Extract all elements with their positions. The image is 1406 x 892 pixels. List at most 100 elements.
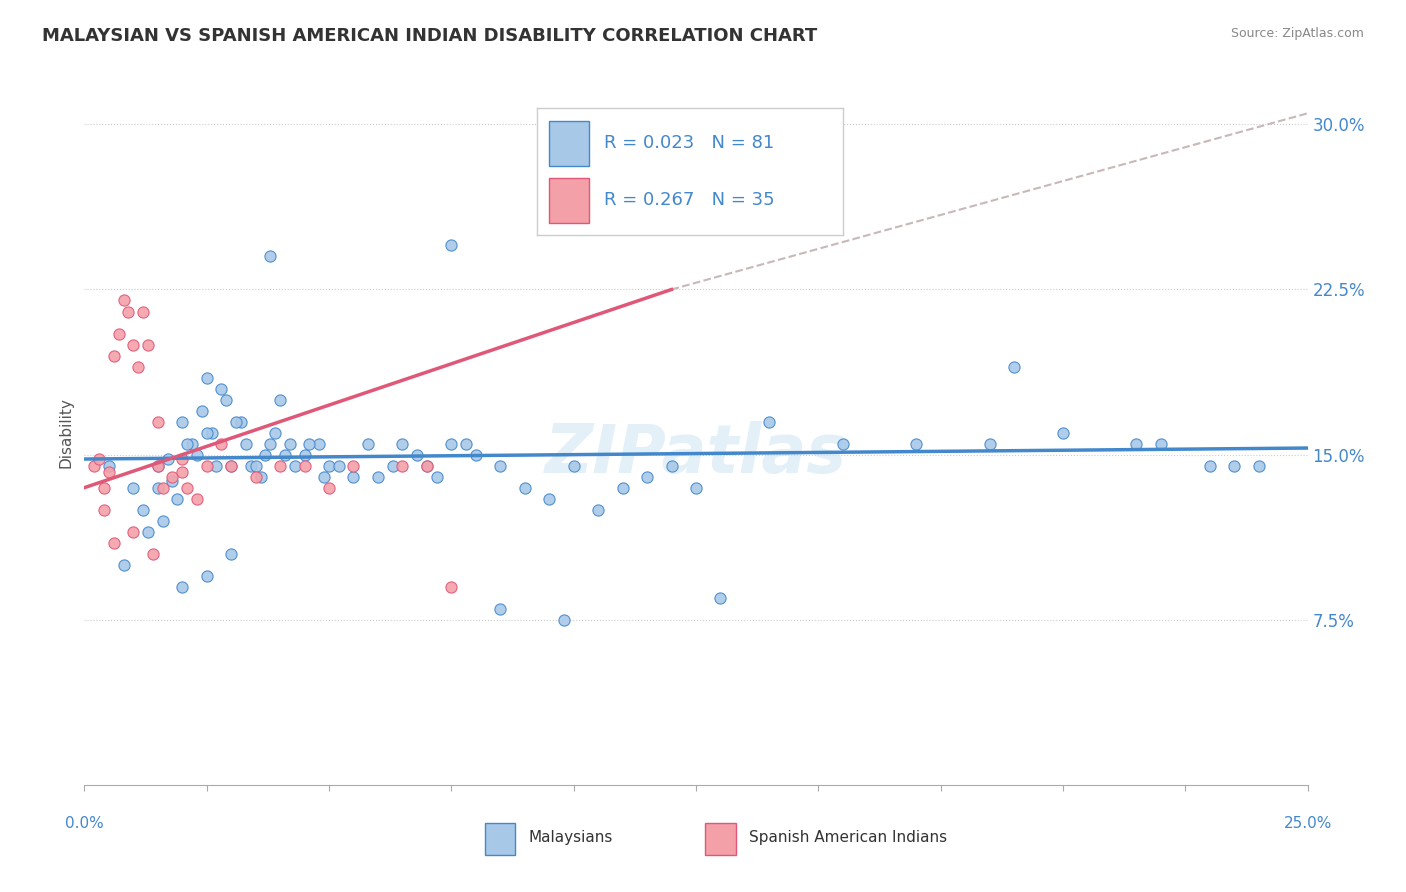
Point (209, 436, 232, 450)
Point (440, 580, 463, 594)
Text: MALAYSIAN VS SPANISH AMERICAN INDIAN DISABILITY CORRELATION CHART: MALAYSIAN VS SPANISH AMERICAN INDIAN DIS… (42, 27, 817, 45)
Point (562, 458, 585, 473)
Point (269, 392, 291, 407)
Point (122, 481, 145, 495)
Point (314, 469, 336, 483)
Point (553, 613, 575, 627)
Point (308, 436, 330, 450)
Point (391, 458, 413, 473)
Point (406, 448, 429, 462)
Point (1052, 425, 1074, 440)
Point (229, 415, 252, 429)
Point (294, 458, 316, 473)
Point (391, 436, 413, 450)
Point (661, 458, 683, 473)
Point (127, 359, 149, 374)
Point (146, 458, 169, 473)
Point (259, 436, 281, 450)
Point (225, 415, 247, 429)
Point (191, 403, 214, 417)
Point (685, 481, 707, 495)
Point (342, 469, 364, 483)
Point (274, 448, 297, 462)
Text: 0.0%: 0.0% (65, 815, 104, 830)
Point (146, 458, 169, 473)
Point (219, 458, 242, 473)
Point (254, 448, 277, 462)
Point (219, 458, 242, 473)
Point (176, 481, 198, 495)
Point (454, 436, 477, 450)
Point (152, 481, 174, 495)
Point (612, 481, 634, 495)
Point (103, 349, 125, 363)
Point (235, 436, 257, 450)
Point (162, 474, 184, 488)
Point (172, 415, 194, 429)
Point (239, 458, 262, 473)
Point (146, 415, 169, 429)
Point (328, 458, 350, 473)
Point (136, 337, 159, 351)
Point (1002, 359, 1025, 374)
Point (172, 580, 194, 594)
Point (205, 458, 228, 473)
Point (831, 436, 853, 450)
Point (979, 436, 1001, 450)
Point (1198, 458, 1220, 473)
Point (440, 238, 463, 252)
Point (132, 304, 155, 318)
Point (87, 452, 110, 467)
Point (132, 502, 155, 516)
Point (97, 465, 120, 479)
Point (219, 547, 242, 561)
Point (195, 458, 218, 473)
Point (200, 425, 222, 440)
Point (97, 458, 120, 473)
Point (117, 304, 139, 318)
Point (112, 293, 135, 308)
Point (181, 436, 204, 450)
Point (93, 502, 115, 516)
Point (264, 425, 287, 440)
Point (195, 425, 218, 440)
Point (294, 448, 316, 462)
Point (136, 524, 159, 539)
Point (142, 547, 165, 561)
Point (426, 469, 449, 483)
Point (176, 436, 198, 450)
Point (586, 502, 609, 516)
Point (709, 591, 731, 605)
Point (209, 382, 232, 396)
Point (195, 370, 218, 384)
Point (249, 469, 271, 483)
Point (318, 481, 340, 495)
Point (489, 458, 512, 473)
Text: ZIPatlas: ZIPatlas (546, 421, 846, 487)
Point (367, 469, 389, 483)
Point (513, 481, 536, 495)
Point (107, 326, 129, 341)
Point (464, 448, 486, 462)
Point (342, 458, 364, 473)
Point (103, 535, 125, 549)
Point (1247, 458, 1270, 473)
Point (122, 524, 145, 539)
Point (156, 452, 179, 467)
Point (298, 436, 321, 450)
Point (186, 448, 208, 462)
Point (215, 392, 238, 407)
Point (245, 458, 267, 473)
Point (166, 491, 188, 506)
Point (93, 481, 115, 495)
Point (122, 337, 145, 351)
Point (636, 469, 658, 483)
Point (357, 436, 380, 450)
Point (1125, 436, 1147, 450)
Y-axis label: Disability: Disability (58, 397, 73, 468)
Point (905, 436, 928, 450)
Point (758, 415, 780, 429)
Point (152, 514, 174, 528)
Point (186, 491, 208, 506)
Text: Source: ZipAtlas.com: Source: ZipAtlas.com (1230, 27, 1364, 40)
